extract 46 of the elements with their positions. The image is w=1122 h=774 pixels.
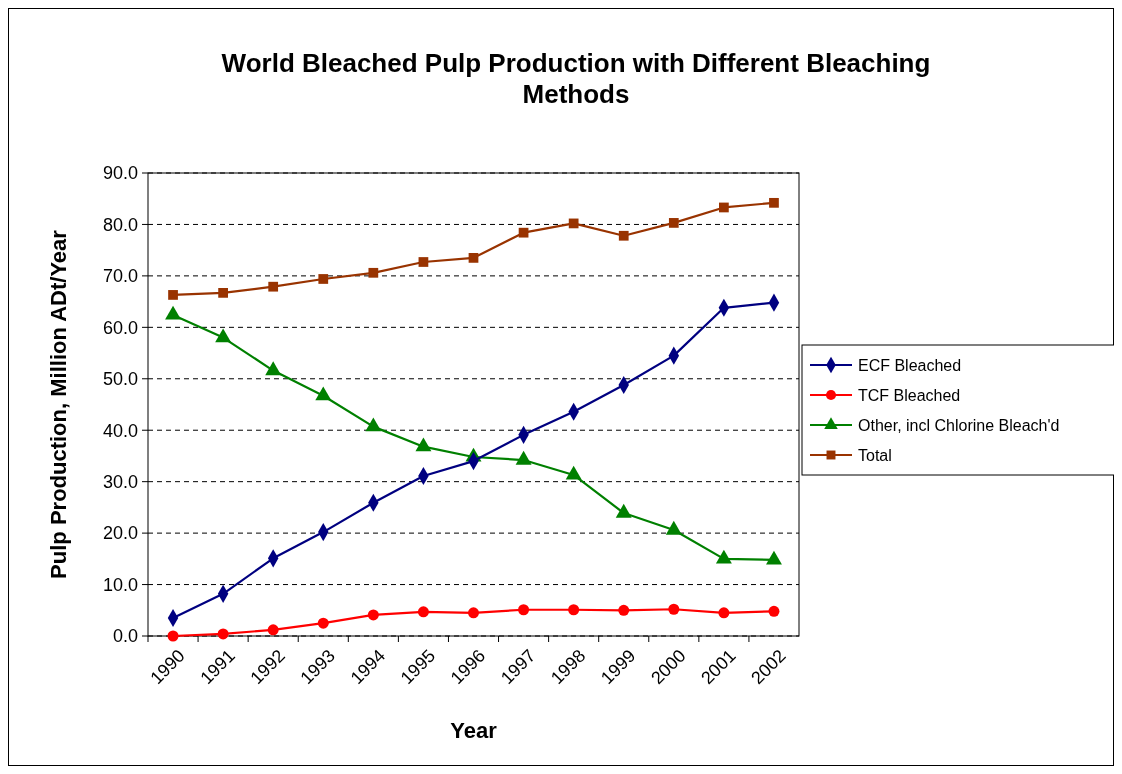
point: [769, 197, 779, 208]
point: [618, 604, 630, 616]
legend-label: TCF Bleached: [858, 386, 961, 404]
point: [468, 253, 479, 263]
point: [518, 227, 529, 238]
point: [718, 607, 730, 619]
point: [265, 361, 282, 376]
y-tick-label: 0.0: [112, 626, 138, 647]
y-tick-label: 90.0: [102, 163, 138, 184]
point: [215, 328, 232, 343]
point: [317, 617, 329, 629]
point: [267, 624, 279, 636]
chart-title: World Bleached Pulp Production with Different Bleaching Methods: [221, 48, 931, 109]
y-tick-label: 50.0: [102, 369, 138, 390]
point: [365, 417, 382, 432]
point: [168, 290, 178, 300]
point: [618, 230, 629, 241]
point: [668, 603, 680, 615]
x-axis-title: Year: [450, 718, 498, 743]
point: [719, 202, 729, 213]
point: [518, 604, 530, 616]
y-tick-label: 30.0: [102, 471, 138, 492]
y-tick-label: 20.0: [102, 523, 138, 544]
y-tick-label: 60.0: [102, 317, 138, 338]
point: [568, 604, 580, 616]
point: [268, 281, 279, 292]
legend-label: Total: [858, 446, 892, 464]
point: [367, 609, 379, 621]
point: [417, 606, 429, 618]
point: [768, 605, 780, 617]
y-tick-label: 70.0: [102, 266, 138, 287]
point: [668, 218, 679, 228]
y-tick-label: 10.0: [102, 574, 138, 595]
point: [418, 257, 429, 267]
point: [218, 287, 228, 298]
point: [217, 628, 229, 640]
legend-label: Other, incl Chlorine Bleach'd: [858, 416, 1060, 434]
point: [167, 630, 179, 642]
point: [318, 274, 329, 284]
legend-label: ECF Bleached: [858, 356, 962, 374]
point: [368, 267, 379, 278]
y-tick-label: 80.0: [102, 214, 138, 235]
point: [468, 607, 479, 619]
y-axis-title: Pulp Production, Million ADt/Year: [46, 229, 71, 579]
y-tick-label: 40.0: [102, 420, 138, 441]
point: [568, 218, 579, 229]
